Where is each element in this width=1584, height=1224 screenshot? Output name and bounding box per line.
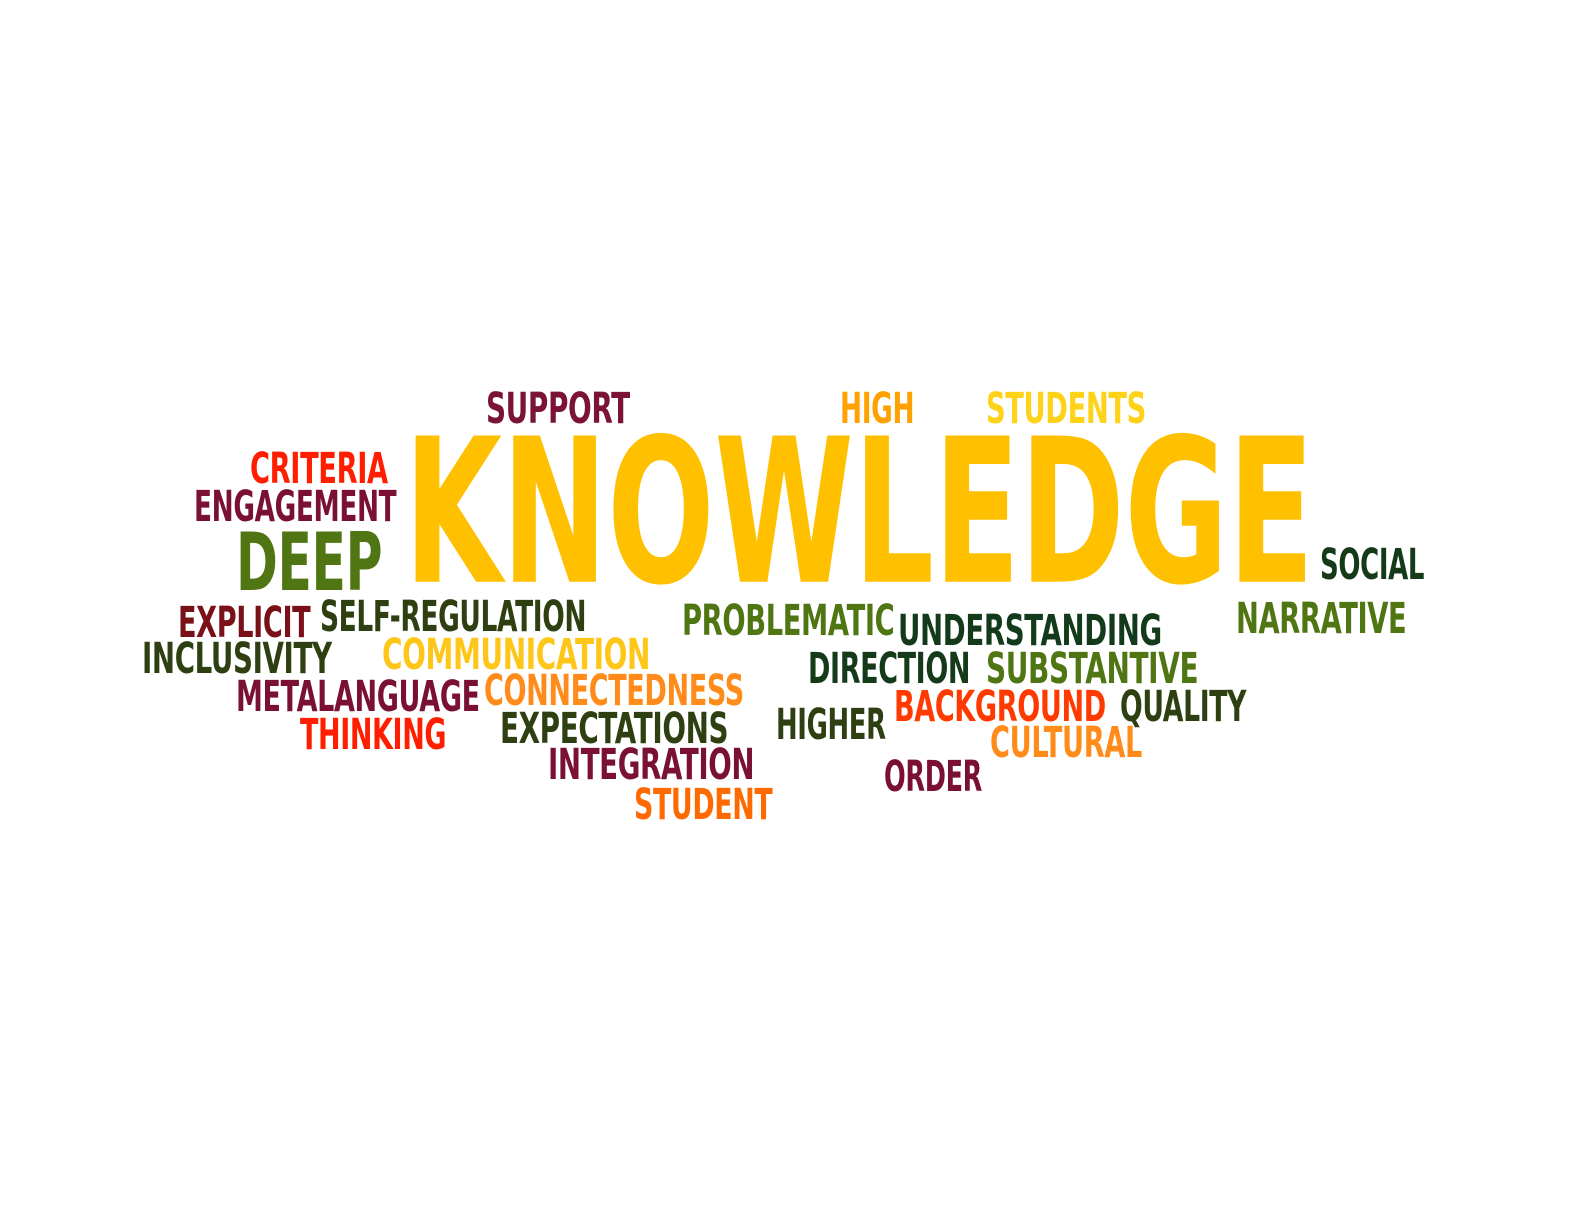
word-higher: HIGHER: [776, 701, 886, 750]
word-deep: DEEP: [236, 516, 383, 611]
word-knowledge: KNOWLEDGE: [404, 396, 1314, 630]
word-support: SUPPORT: [486, 385, 630, 434]
word-engagement: ENGAGEMENT: [194, 483, 397, 532]
word-inclusivity: INCLUSIVITY: [142, 635, 332, 684]
word-explicit: EXPLICIT: [178, 599, 311, 648]
word-students: STUDENTS: [986, 385, 1146, 434]
word-substantive: SUBSTANTIVE: [986, 645, 1199, 694]
word-student: STUDENT: [634, 781, 773, 830]
word-social: SOCIAL: [1320, 541, 1425, 590]
word-cultural: CULTURAL: [990, 719, 1142, 768]
word-direction: DIRECTION: [808, 645, 971, 694]
word-self-regulation: SELF-REGULATION: [320, 593, 587, 642]
word-communication: COMMUNICATION: [382, 631, 651, 680]
word-integration: INTEGRATION: [548, 741, 755, 790]
word-narrative: NARRATIVE: [1236, 595, 1407, 644]
word-order: ORDER: [884, 753, 983, 802]
word-criteria: CRITERIA: [250, 445, 388, 494]
word-high: HIGH: [840, 385, 915, 434]
word-understanding: UNDERSTANDING: [898, 607, 1162, 656]
word-connectedness: CONNECTEDNESS: [484, 667, 744, 716]
word-background: BACKGROUND: [894, 683, 1106, 732]
word-metalanguage: METALANGUAGE: [236, 673, 480, 722]
word-thinking: THINKING: [300, 711, 447, 760]
word-quality: QUALITY: [1120, 683, 1247, 732]
word-problematic: PROBLEMATIC: [682, 597, 895, 646]
word-expectations: EXPECTATIONS: [500, 705, 729, 754]
